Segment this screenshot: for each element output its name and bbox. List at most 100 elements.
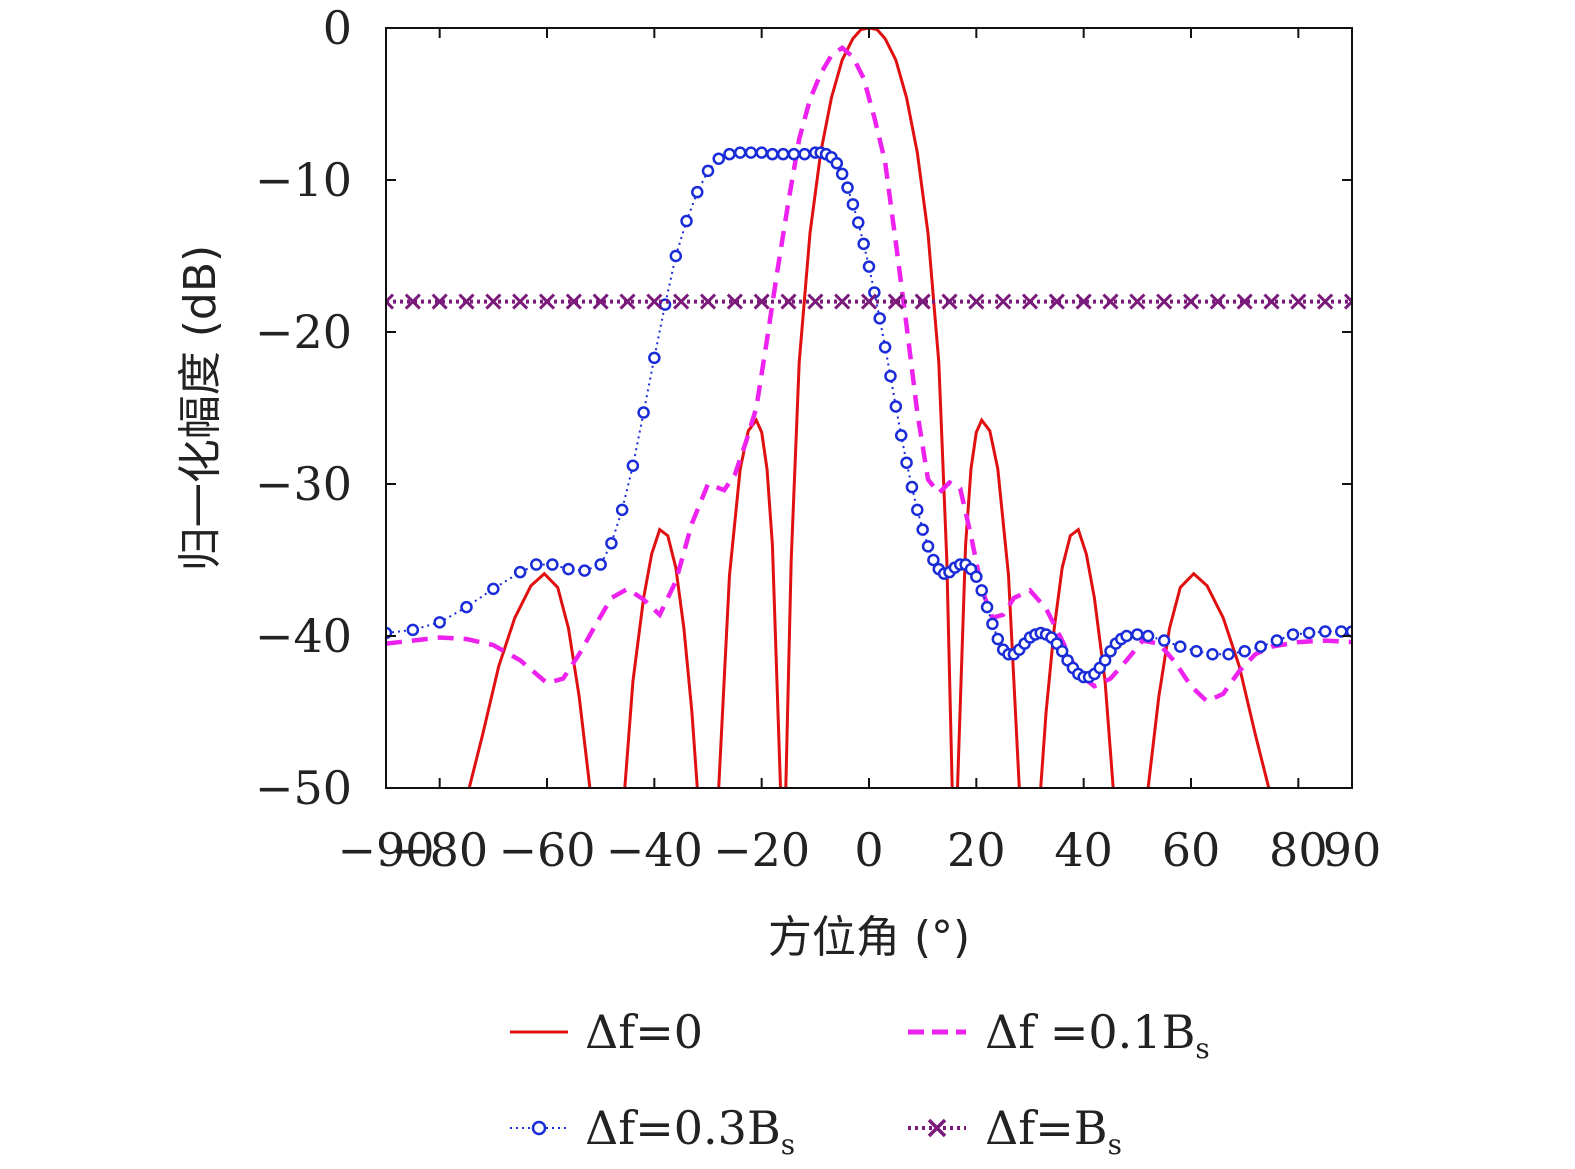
data-point <box>1222 647 1235 661</box>
legend-label-subscript: s <box>1108 1128 1122 1161</box>
series-2 <box>386 44 1352 705</box>
data-point <box>1302 626 1316 640</box>
data-point <box>878 340 892 354</box>
series-4 <box>386 293 1352 310</box>
series-layer <box>386 28 1352 788</box>
x-tick-label: −40 <box>606 823 703 877</box>
data-point <box>894 429 908 442</box>
data-point <box>460 600 473 614</box>
data-point <box>1055 644 1069 658</box>
data-point <box>1209 293 1226 310</box>
data-point <box>798 147 811 161</box>
data-point <box>846 198 860 211</box>
data-point <box>852 216 865 229</box>
data-point <box>712 152 725 165</box>
x-tick-label: 90 <box>1323 823 1382 877</box>
data-point <box>1335 625 1348 638</box>
data-point <box>1102 293 1119 310</box>
x-tick-label: −60 <box>498 823 595 877</box>
data-point <box>1343 293 1352 310</box>
series-line <box>386 44 1352 705</box>
data-point <box>1238 644 1251 658</box>
y-tick-label: −40 <box>255 609 352 663</box>
data-point <box>753 293 770 310</box>
data-point <box>648 351 661 365</box>
data-point <box>406 623 420 637</box>
data-point <box>941 293 958 310</box>
data-point <box>905 480 919 494</box>
data-point <box>766 147 779 161</box>
data-point <box>565 293 582 310</box>
data-point <box>699 293 717 310</box>
data-point <box>1157 634 1171 647</box>
y-tick-label: −10 <box>255 153 352 207</box>
data-point <box>1317 293 1334 310</box>
data-point <box>1263 293 1280 310</box>
series-3 <box>386 146 1352 684</box>
plot-frame <box>385 27 1353 789</box>
legend-item-3: Δf=0.3Bs <box>510 1101 795 1161</box>
data-point <box>723 147 736 161</box>
data-point <box>487 582 500 596</box>
y-axis-title: 归一化幅度 (dB) <box>175 245 226 571</box>
data-point <box>562 562 575 576</box>
series-line-segment <box>1146 571 1271 788</box>
data-point <box>701 164 715 178</box>
data-point <box>646 293 663 310</box>
data-point <box>975 584 988 597</box>
y-tick-label: −30 <box>255 457 352 511</box>
x-tick-label: −80 <box>391 823 488 877</box>
data-point <box>780 293 797 310</box>
x-tick-label: −20 <box>713 823 810 877</box>
series-line-segment <box>1039 527 1115 788</box>
data-point <box>485 293 502 310</box>
data-point <box>513 565 527 579</box>
data-point <box>512 293 529 310</box>
data-point <box>1141 629 1155 643</box>
data-point <box>857 237 870 251</box>
data-point <box>1290 293 1307 310</box>
data-point <box>637 406 650 419</box>
data-point <box>1286 628 1300 641</box>
data-point <box>615 503 629 517</box>
data-point <box>1098 654 1112 667</box>
data-point <box>1345 625 1352 638</box>
data-point <box>968 293 985 310</box>
x-tick-label: 60 <box>1162 823 1221 877</box>
data-point <box>726 293 743 310</box>
legend-label-subscript: s <box>1195 1032 1209 1065</box>
data-point <box>916 523 929 536</box>
data-point <box>578 564 591 577</box>
legend-label-subscript: s <box>781 1128 795 1161</box>
data-point <box>995 293 1012 310</box>
data-point <box>1075 293 1092 310</box>
legend-label: Δf=0 <box>585 1005 703 1059</box>
data-point <box>744 146 758 159</box>
data-point <box>889 400 903 413</box>
data-point <box>1048 293 1065 310</box>
data-point <box>619 293 636 310</box>
data-point <box>680 214 693 228</box>
y-tick-label: 0 <box>323 1 352 55</box>
legend-item-1: Δf=0 <box>510 1005 703 1059</box>
data-point <box>1236 293 1253 310</box>
data-point <box>1182 293 1200 310</box>
series-line-segment <box>467 571 592 788</box>
data-point <box>1270 634 1284 647</box>
data-point <box>605 537 618 550</box>
y-tick-label: −20 <box>255 305 352 359</box>
data-point <box>433 616 446 629</box>
data-point <box>807 293 824 310</box>
y-tick-label: −50 <box>255 761 352 815</box>
data-point <box>1120 629 1133 643</box>
data-point <box>1318 625 1332 638</box>
series-line-segment <box>784 28 954 788</box>
legend-label: Δf=Bs <box>985 1101 1122 1161</box>
data-point <box>986 617 999 631</box>
x-tick-label: 80 <box>1269 823 1328 877</box>
x-tick-label: 20 <box>947 823 1006 877</box>
legend-label: Δf =0.1Bs <box>985 1005 1210 1065</box>
data-point <box>927 553 940 567</box>
data-point <box>873 312 886 325</box>
data-point <box>884 369 897 383</box>
